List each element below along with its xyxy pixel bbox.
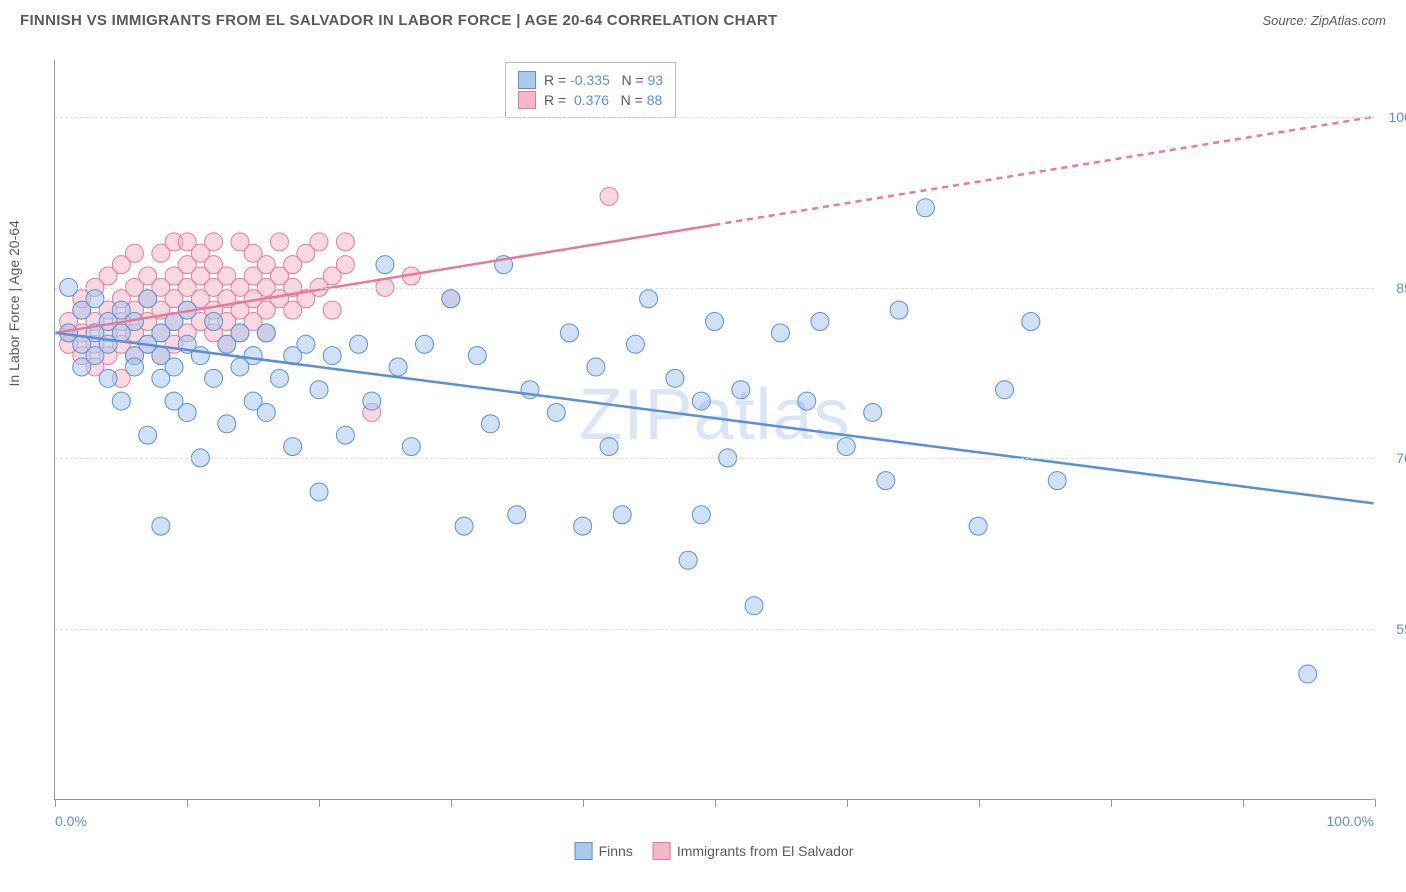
n-value-el-salvador: 88 — [647, 92, 663, 108]
r-label: R = — [544, 92, 570, 108]
swatch-finns — [518, 71, 536, 89]
swatch-el-salvador — [518, 91, 536, 109]
scatter-svg — [55, 60, 1374, 799]
n-value-finns: 93 — [648, 72, 664, 88]
swatch-finns-icon — [575, 842, 593, 860]
r-value-finns: -0.335 — [570, 72, 610, 88]
swatch-el-salvador-icon — [653, 842, 671, 860]
legend-label-el-salvador: Immigrants from El Salvador — [677, 843, 854, 859]
legend-item-el-salvador: Immigrants from El Salvador — [653, 842, 854, 860]
r-label: R = — [544, 72, 570, 88]
x-axis-max-label: 100.0% — [1327, 813, 1374, 829]
y-tick-label: 100.0% — [1389, 109, 1406, 125]
legend-row-finns: R = -0.335 N = 93 — [518, 71, 663, 89]
scatter-chart: In Labor Force | Age 20-64 ZIPatlas R = … — [54, 60, 1374, 830]
legend-item-finns: Finns — [575, 842, 633, 860]
y-axis-title: In Labor Force | Age 20-64 — [6, 220, 22, 386]
y-tick-label: 85.0% — [1396, 280, 1406, 296]
r-value-el-salvador: 0.376 — [570, 92, 609, 108]
chart-title: FINNISH VS IMMIGRANTS FROM EL SALVADOR I… — [20, 12, 777, 29]
y-tick-label: 70.0% — [1396, 450, 1406, 466]
legend-label-finns: Finns — [599, 843, 633, 859]
correlation-legend: R = -0.335 N = 93 R = 0.376 N = 88 — [505, 62, 676, 118]
plot-area: ZIPatlas R = -0.335 N = 93 R = 0.376 N =… — [54, 60, 1374, 800]
series-legend: Finns Immigrants from El Salvador — [575, 842, 854, 860]
y-tick-label: 55.0% — [1396, 621, 1406, 637]
legend-row-el-salvador: R = 0.376 N = 88 — [518, 91, 663, 109]
source-attribution: Source: ZipAtlas.com — [1262, 13, 1386, 28]
x-axis-min-label: 0.0% — [55, 813, 87, 829]
